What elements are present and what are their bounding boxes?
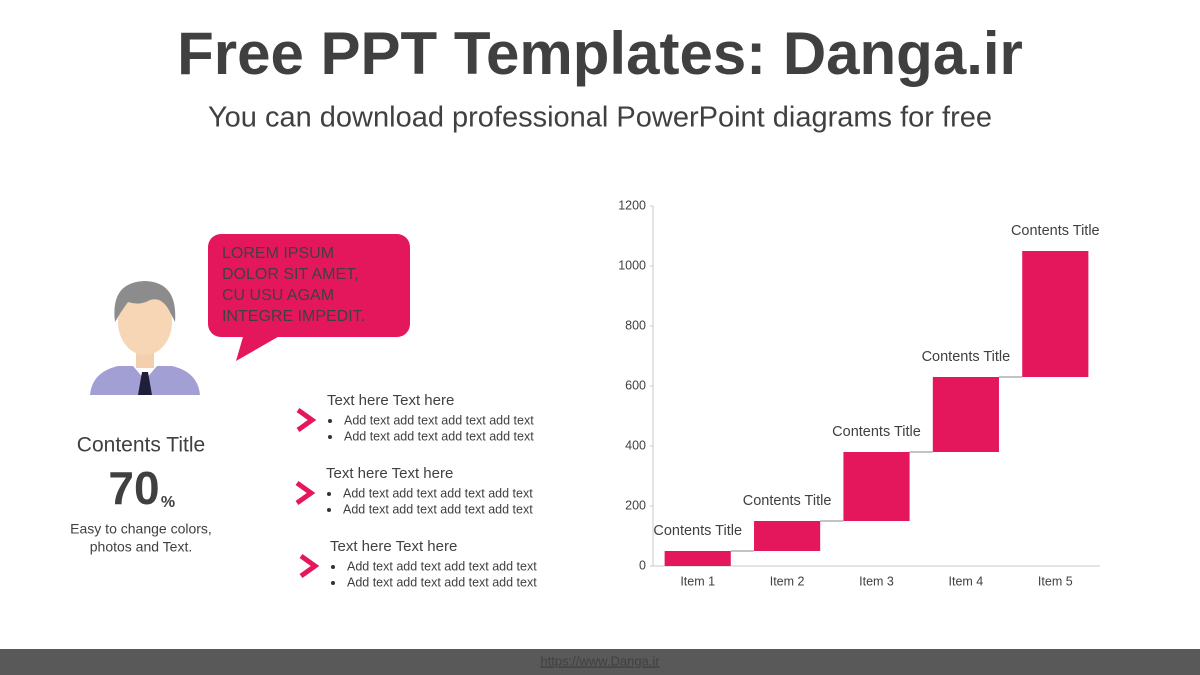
y-tick-label: 1000 xyxy=(618,258,646,272)
list-bullet: Add text add text add text add text xyxy=(343,502,533,516)
bar-annotation: Contents Title xyxy=(922,349,1011,365)
bar-annotation: Contents Title xyxy=(743,493,832,509)
stat-value: 70 xyxy=(108,462,159,514)
bar-annotation: Contents Title xyxy=(832,424,921,440)
x-tick-label: Item 4 xyxy=(949,574,984,588)
chevron xyxy=(299,553,320,579)
bar xyxy=(754,521,821,551)
bar-annotation: Contents Title xyxy=(653,523,742,539)
bubble-text: LOREM IPSUM xyxy=(222,245,334,262)
bubble-text: INTEGRE IMPEDIT. xyxy=(222,308,365,325)
list-heading: Text here Text here xyxy=(327,392,454,409)
bullet-dot xyxy=(327,492,331,496)
bullet-dot xyxy=(331,565,335,569)
y-tick-label: 0 xyxy=(639,558,646,572)
footer-link[interactable]: https://www.Danga.ir xyxy=(540,653,660,668)
y-tick-label: 600 xyxy=(625,378,646,392)
stat-unit: % xyxy=(161,494,175,511)
bubble-text: DOLOR SIT AMET, xyxy=(222,266,359,283)
list-bullet: Add text add text add text add text xyxy=(347,575,537,589)
bar xyxy=(932,377,999,452)
title: Free PPT Templates: Danga.ir xyxy=(177,20,1023,87)
list-heading: Text here Text here xyxy=(326,465,453,482)
bullet-dot xyxy=(327,508,331,512)
x-tick-label: Item 3 xyxy=(859,574,894,588)
list: Text here Text here Add text add text add… xyxy=(295,392,537,589)
speech-bubble xyxy=(208,234,410,361)
profile-title: Contents Title xyxy=(77,434,205,457)
chart: 0 200 400 600 800 1000 1200 Contents Title Item … xyxy=(618,198,1100,588)
list-heading: Text here Text here xyxy=(330,538,457,555)
bullet-dot xyxy=(331,581,335,585)
list-bullet: Add text add text add text add text xyxy=(344,413,534,427)
chevron xyxy=(296,407,317,433)
list-bullet: Add text add text add text add text xyxy=(347,559,537,573)
bubble-text: CU USU AGAM xyxy=(222,287,334,304)
person-icon xyxy=(90,281,200,395)
x-tick-label: Item 5 xyxy=(1038,574,1073,588)
bar xyxy=(843,452,910,521)
y-tick-label: 1200 xyxy=(618,198,646,212)
list-bullet: Add text add text add text add text xyxy=(343,486,533,500)
footer-bar xyxy=(0,649,1200,675)
profile-description: Easy to change colors, xyxy=(70,521,212,537)
chevron xyxy=(295,480,316,506)
subtitle: You can download professional PowerPoint… xyxy=(208,102,992,134)
x-tick-label: Item 2 xyxy=(770,574,805,588)
bar xyxy=(664,551,731,566)
list-bullet: Add text add text add text add text xyxy=(344,429,534,443)
bullet-dot xyxy=(328,419,332,423)
bar-annotation: Contents Title xyxy=(1011,223,1100,239)
profile-description: photos and Text. xyxy=(90,539,192,555)
y-tick-label: 400 xyxy=(625,438,646,452)
y-tick-label: 800 xyxy=(625,318,646,332)
x-tick-label: Item 1 xyxy=(680,574,715,588)
bar xyxy=(1022,251,1089,377)
bullet-dot xyxy=(328,435,332,439)
y-tick-label: 200 xyxy=(625,498,646,512)
